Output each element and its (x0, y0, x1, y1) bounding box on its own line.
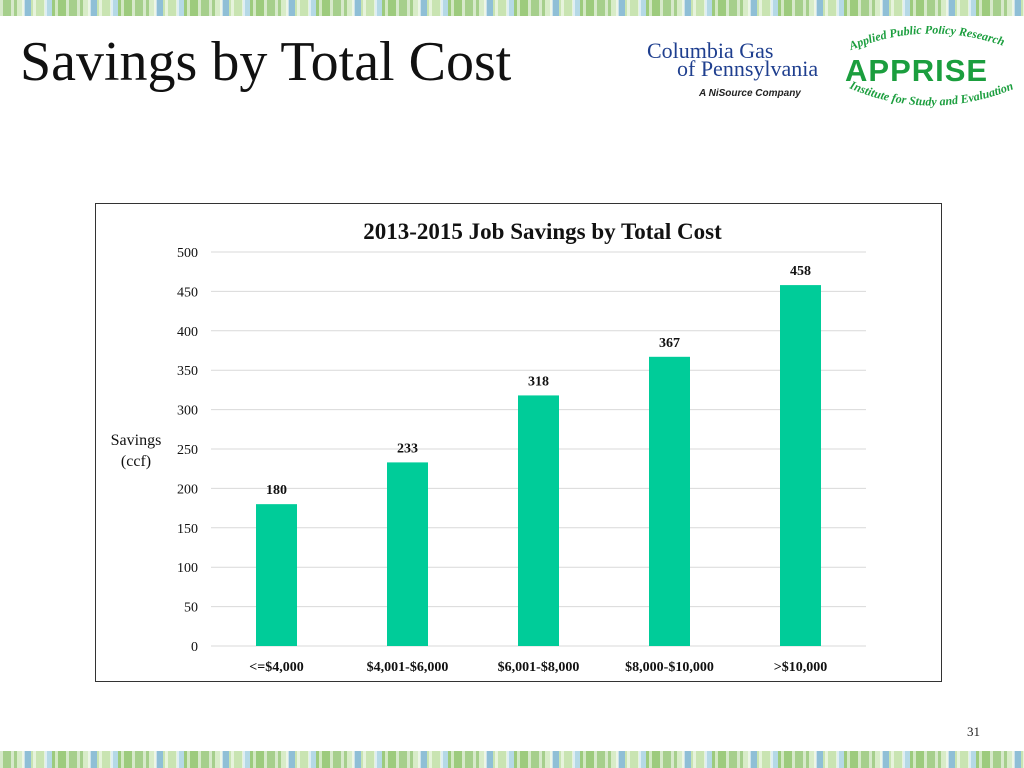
y-tick-label: 500 (177, 246, 198, 261)
y-tick-label: 100 (177, 561, 198, 576)
x-tick-label: $6,001-$8,000 (498, 660, 580, 675)
y-tick-label: 400 (177, 325, 198, 340)
bar (387, 462, 428, 646)
slide-title: Savings by Total Cost (20, 31, 512, 93)
data-label: 233 (397, 441, 418, 456)
bar (780, 285, 821, 646)
columbia-gas-logo-line1: Columbia Gas (647, 38, 774, 63)
y-tick-label: 0 (191, 640, 198, 655)
y-tick-label: 300 (177, 404, 198, 419)
x-tick-label: $4,001-$6,000 (367, 660, 449, 675)
bar (518, 395, 559, 646)
y-axis-label-line2: (ccf) (121, 453, 151, 470)
y-tick-label: 50 (184, 601, 198, 616)
bar (649, 356, 690, 646)
columbia-gas-logo: Columbia Gas of Pennsylvania A NiSource … (643, 40, 839, 104)
apprise-arc-top-text: Applied Public Policy Research (846, 26, 1007, 53)
data-label: 458 (790, 264, 811, 279)
apprise-logo-arcs: Applied Public Policy Research Institute… (846, 26, 1013, 109)
data-label: 367 (659, 336, 680, 351)
apprise-logo: Applied Public Policy Research Institute… (843, 26, 1013, 114)
page-number: 31 (967, 724, 980, 739)
y-tick-label: 150 (177, 522, 198, 537)
x-tick-label: >$10,000 (774, 660, 827, 675)
y-tick-label: 450 (177, 285, 198, 300)
columbia-gas-logo-line2: of Pennsylvania (677, 56, 819, 81)
svg-text:Applied Public Policy Research: Applied Public Policy Research (846, 26, 1007, 53)
y-tick-label: 200 (177, 482, 198, 497)
data-label: 180 (266, 483, 287, 498)
y-tick-label: 350 (177, 364, 198, 379)
bar-chart: 2013-2015 Job Savings by Total Cost 0 50 10… (111, 219, 866, 675)
bottom-decorative-band (0, 751, 1024, 768)
data-label: 318 (528, 374, 549, 389)
x-tick-label: <=$4,000 (249, 660, 303, 675)
y-axis-label-line1: Savings (111, 432, 162, 449)
x-tick-label: $8,000-$10,000 (625, 660, 714, 675)
apprise-logo-main-text: APPRISE (845, 53, 989, 88)
y-tick-label: 250 (177, 443, 198, 458)
chart-title: 2013-2015 Job Savings by Total Cost (363, 219, 722, 244)
top-decorative-band (0, 0, 1024, 16)
columbia-gas-logo-subtitle: A NiSource Company (699, 88, 801, 99)
bar (256, 504, 297, 646)
chart-frame: 2013-2015 Job Savings by Total Cost 0 50 10… (95, 203, 942, 682)
